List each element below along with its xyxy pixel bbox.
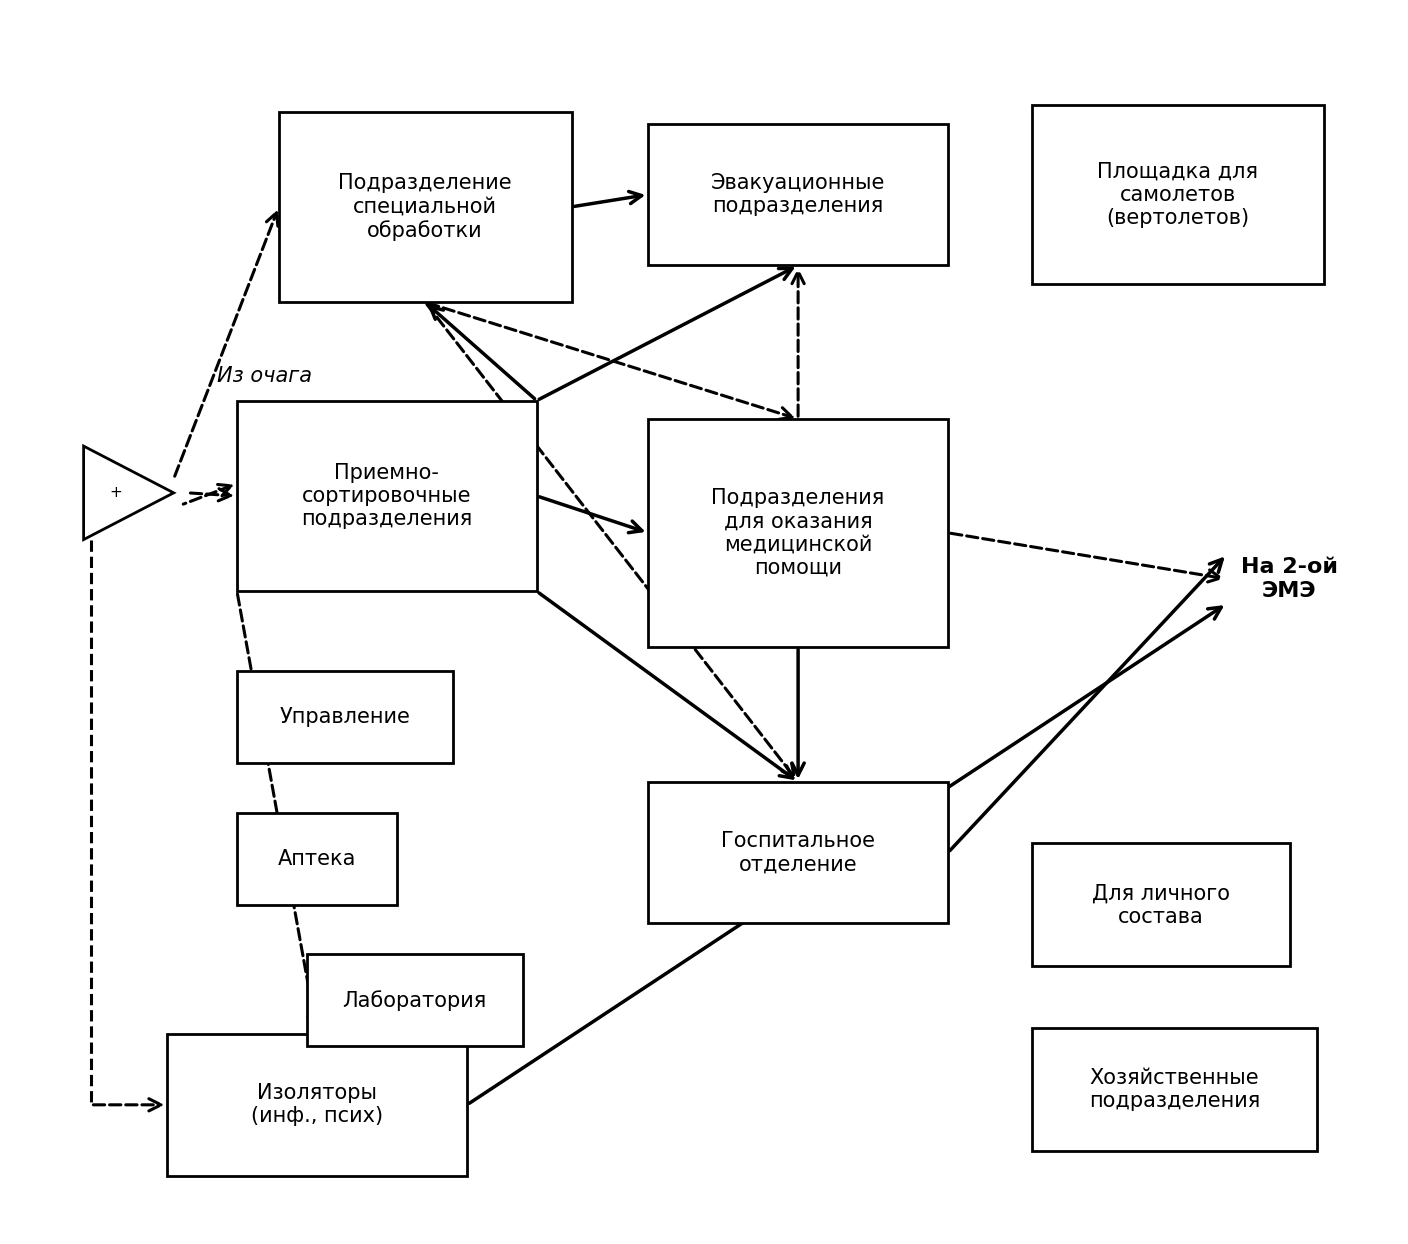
Text: Приемно-
сортировочные
подразделения: Приемно- сортировочные подразделения: [301, 463, 473, 529]
FancyBboxPatch shape: [648, 419, 948, 647]
Text: Лаборатория: Лаборатория: [342, 990, 487, 1010]
Text: Подразделения
для оказания
медицинской
помощи: Подразделения для оказания медицинской п…: [711, 488, 884, 577]
Text: Из очага: Из очага: [217, 366, 313, 386]
Text: Эвакуационные
подразделения: Эвакуационные подразделения: [711, 173, 886, 216]
Text: Площадка для
самолетов
(вертолетов): Площадка для самолетов (вертолетов): [1097, 162, 1259, 228]
Text: Управление: Управление: [280, 708, 411, 728]
FancyBboxPatch shape: [237, 672, 453, 764]
Text: Госпитальное
отделение: Госпитальное отделение: [721, 831, 876, 875]
Text: Аптека: Аптека: [277, 848, 356, 868]
FancyBboxPatch shape: [648, 124, 948, 265]
FancyBboxPatch shape: [237, 401, 536, 591]
FancyBboxPatch shape: [307, 954, 522, 1046]
FancyBboxPatch shape: [1032, 1028, 1318, 1151]
FancyBboxPatch shape: [168, 1034, 467, 1176]
FancyBboxPatch shape: [1032, 843, 1290, 967]
Text: Изоляторы
(инф., псих): Изоляторы (инф., псих): [251, 1084, 383, 1126]
Text: На 2-ой
ЭМЭ: На 2-ой ЭМЭ: [1240, 557, 1338, 601]
FancyBboxPatch shape: [237, 812, 397, 904]
Text: Подразделение
специальной
обработки: Подразделение специальной обработки: [338, 173, 513, 240]
FancyBboxPatch shape: [1032, 106, 1325, 284]
Text: +: +: [108, 485, 121, 500]
Text: Хозяйственные
подразделения: Хозяйственные подразделения: [1088, 1067, 1260, 1111]
FancyBboxPatch shape: [648, 782, 948, 923]
FancyBboxPatch shape: [279, 112, 572, 302]
Text: Для личного
состава: Для личного состава: [1091, 883, 1229, 927]
